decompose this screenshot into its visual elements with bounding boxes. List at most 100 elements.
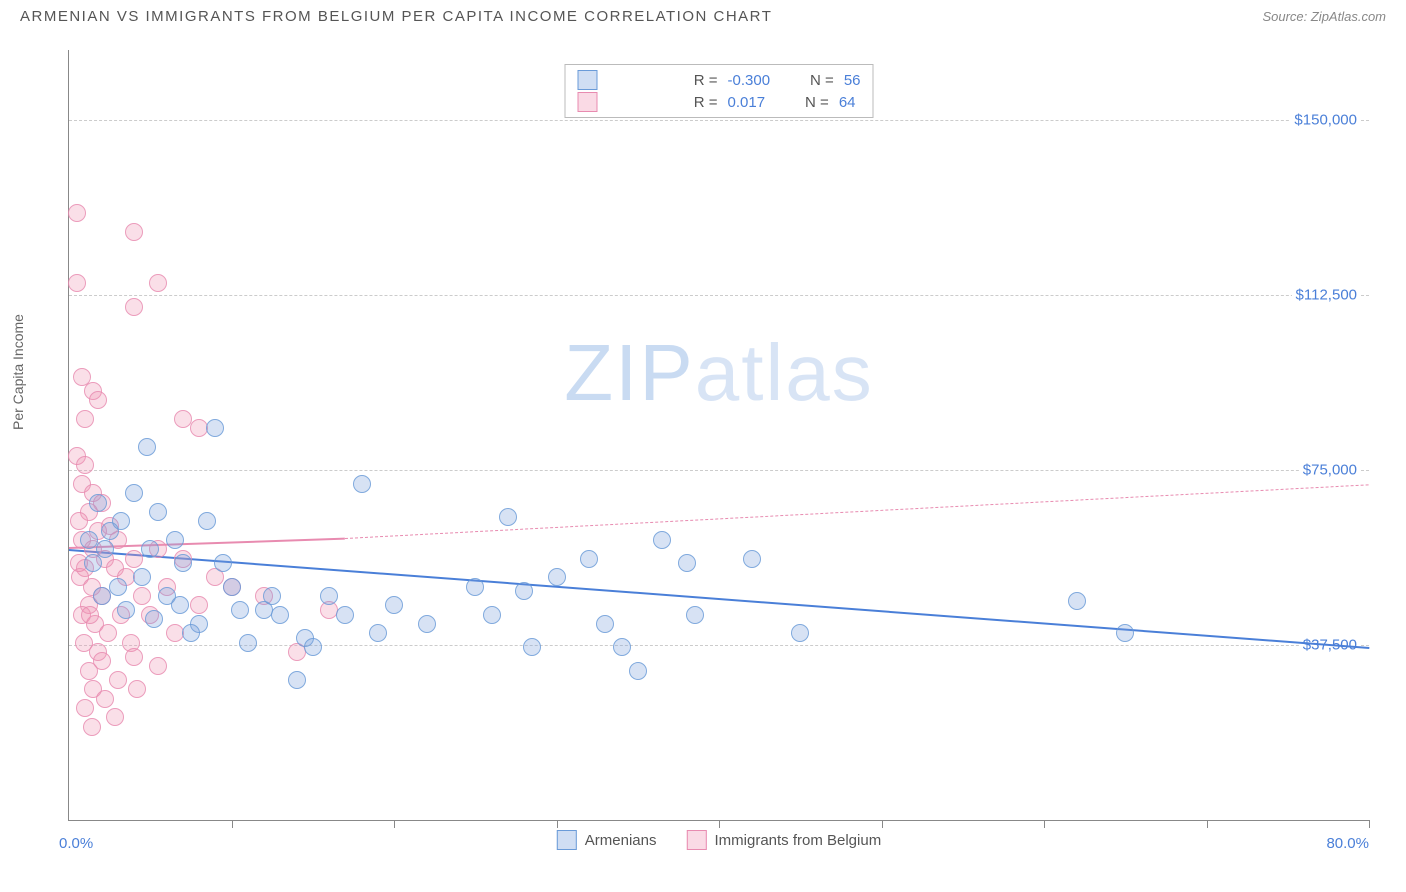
data-point <box>743 550 761 568</box>
data-point <box>1116 624 1134 642</box>
data-point <box>190 596 208 614</box>
data-point <box>678 554 696 572</box>
stats-row-pink: R = 0.017 N = 64 <box>578 91 861 113</box>
swatch-pink <box>578 92 598 112</box>
data-point <box>231 601 249 619</box>
data-point <box>109 671 127 689</box>
data-point <box>596 615 614 633</box>
data-point <box>499 508 517 526</box>
gridline <box>69 645 1369 646</box>
data-point <box>149 657 167 675</box>
data-point <box>223 578 241 596</box>
data-point <box>68 204 86 222</box>
stats-legend: R = -0.300 N = 56 R = 0.017 N = 64 <box>565 64 874 118</box>
data-point <box>145 610 163 628</box>
data-point <box>80 531 98 549</box>
data-point <box>1068 592 1086 610</box>
x-min-label: 0.0% <box>59 835 93 852</box>
gridline <box>69 295 1369 296</box>
data-point <box>613 638 631 656</box>
swatch-blue-icon <box>557 830 577 850</box>
data-point <box>653 531 671 549</box>
series-legend: Armenians Immigrants from Belgium <box>557 830 881 850</box>
data-point <box>76 410 94 428</box>
data-point <box>70 512 88 530</box>
data-point <box>320 587 338 605</box>
x-tick <box>1207 820 1208 828</box>
gridline <box>69 470 1369 471</box>
data-point <box>117 601 135 619</box>
data-point <box>128 680 146 698</box>
x-tick <box>1369 820 1370 828</box>
watermark: ZIPatlas <box>564 327 873 419</box>
data-point <box>96 690 114 708</box>
data-point <box>125 223 143 241</box>
swatch-pink-icon <box>686 830 706 850</box>
data-point <box>580 550 598 568</box>
x-tick <box>882 820 883 828</box>
data-point <box>125 484 143 502</box>
data-point <box>304 638 322 656</box>
y-tick-label: $75,000 <box>1299 462 1361 479</box>
data-point <box>369 624 387 642</box>
data-point <box>336 606 354 624</box>
data-point <box>548 568 566 586</box>
data-point <box>515 582 533 600</box>
data-point <box>89 391 107 409</box>
data-point <box>629 662 647 680</box>
data-point <box>483 606 501 624</box>
x-tick <box>719 820 720 828</box>
data-point <box>239 634 257 652</box>
x-max-label: 80.0% <box>1326 835 1369 852</box>
chart-container: Per Capita Income ZIPatlas R = -0.300 N … <box>20 40 1386 860</box>
legend-item-armenians: Armenians <box>557 830 657 850</box>
trend-line <box>345 484 1369 539</box>
x-tick <box>1044 820 1045 828</box>
data-point <box>353 475 371 493</box>
stats-row-blue: R = -0.300 N = 56 <box>578 69 861 91</box>
data-point <box>198 512 216 530</box>
data-point <box>89 494 107 512</box>
data-point <box>76 699 94 717</box>
data-point <box>125 550 143 568</box>
data-point <box>125 648 143 666</box>
data-point <box>418 615 436 633</box>
chart-title: ARMENIAN VS IMMIGRANTS FROM BELGIUM PER … <box>20 8 772 25</box>
data-point <box>149 274 167 292</box>
data-point <box>686 606 704 624</box>
data-point <box>106 708 124 726</box>
data-point <box>99 624 117 642</box>
data-point <box>93 587 111 605</box>
data-point <box>385 596 403 614</box>
data-point <box>174 410 192 428</box>
x-tick <box>232 820 233 828</box>
x-tick <box>394 820 395 828</box>
data-point <box>96 540 114 558</box>
data-point <box>288 671 306 689</box>
data-point <box>81 606 99 624</box>
data-point <box>166 531 184 549</box>
data-point <box>214 554 232 572</box>
data-point <box>466 578 484 596</box>
data-point <box>80 662 98 680</box>
data-point <box>263 587 281 605</box>
y-tick-label: $150,000 <box>1290 112 1361 129</box>
data-point <box>182 624 200 642</box>
y-axis-label: Per Capita Income <box>10 314 26 430</box>
plot-area: ZIPatlas R = -0.300 N = 56 R = 0.017 N =… <box>68 50 1369 821</box>
legend-item-belgium: Immigrants from Belgium <box>686 830 881 850</box>
data-point <box>76 456 94 474</box>
data-point <box>112 512 130 530</box>
data-point <box>141 540 159 558</box>
data-point <box>523 638 541 656</box>
data-point <box>133 568 151 586</box>
data-point <box>271 606 289 624</box>
data-point <box>171 596 189 614</box>
y-tick-label: $112,500 <box>1292 287 1361 304</box>
x-tick <box>557 820 558 828</box>
data-point <box>68 274 86 292</box>
gridline <box>69 120 1369 121</box>
swatch-blue <box>578 70 598 90</box>
data-point <box>149 503 167 521</box>
data-point <box>83 718 101 736</box>
